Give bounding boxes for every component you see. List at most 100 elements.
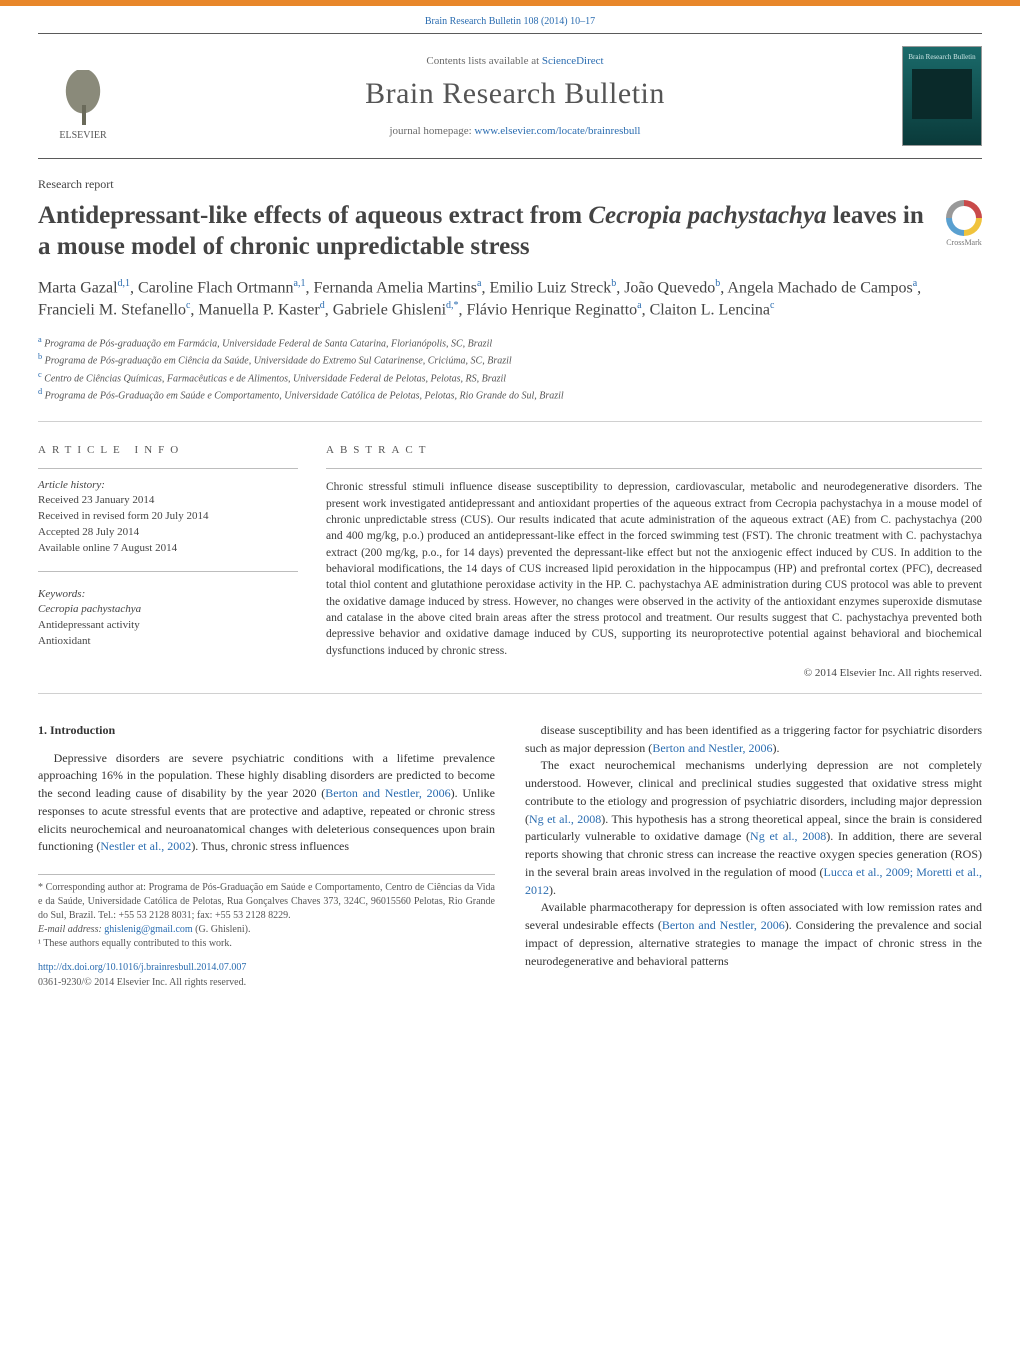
author-name: Emilio Luiz Streck (489, 279, 611, 296)
affiliation-line: b Programa de Pós-graduação em Ciência d… (38, 351, 982, 368)
journal-homepage-line: journal homepage: www.elsevier.com/locat… (146, 125, 884, 137)
keywords-list: Cecropia pachystachyaAntidepressant acti… (38, 602, 298, 650)
author-affiliation-marker: a (913, 278, 917, 289)
footnotes-block: * Corresponding author at: Programa de P… (38, 874, 495, 951)
article-info-block: article info Article history: Received 2… (38, 444, 298, 650)
author-affiliation-marker: b (715, 278, 720, 289)
author-name: Flávio Henrique Reginatto (467, 302, 638, 319)
keywords-label: Keywords: (38, 588, 298, 600)
doi-link[interactable]: http://dx.doi.org/10.1016/j.brainresbull… (38, 962, 246, 973)
citation-link[interactable]: Berton and Nestler, 2006 (325, 786, 450, 800)
received-date: Received 23 January 2014 (38, 493, 298, 509)
author-affiliation-marker: c (770, 300, 774, 311)
author-email-link[interactable]: ghislenig@gmail.com (104, 924, 192, 935)
publisher-logo: ELSEVIER (38, 51, 128, 141)
section-heading: 1. Introduction (38, 722, 495, 740)
history-label: Article history: (38, 479, 298, 491)
author-affiliation-marker: d,* (446, 300, 459, 311)
abstract-copyright: © 2014 Elsevier Inc. All rights reserved… (326, 667, 982, 679)
crossmark-icon (946, 200, 982, 236)
author-affiliation-marker: d (320, 300, 325, 311)
affiliation-line: a Programa de Pós-graduação em Farmácia,… (38, 334, 982, 351)
author-affiliation-marker: a (637, 300, 641, 311)
article-title: Antidepressant-like effects of aqueous e… (38, 200, 932, 263)
sciencedirect-prefix: Contents lists available at (426, 55, 541, 67)
affiliation-line: d Programa de Pós-Graduação em Saúde e C… (38, 386, 982, 403)
author-affiliation-marker: b (611, 278, 616, 289)
keyword-item: Antidepressant activity (38, 618, 298, 634)
article-info-heading: article info (38, 444, 298, 456)
author-name: Marta Gazal (38, 279, 118, 296)
title-species: Cecropia pachystachya (588, 202, 826, 229)
body-paragraph: Depressive disorders are severe psychiat… (38, 750, 495, 857)
email-label: E-mail address: (38, 924, 104, 935)
citation-link[interactable]: Nestler et al., 2002 (100, 839, 191, 853)
affiliations-list: a Programa de Pós-graduação em Farmácia,… (38, 334, 982, 403)
author-name: Angela Machado de Campos (727, 279, 912, 296)
email-suffix: (G. Ghisleni). (193, 924, 251, 935)
author-name: Manuella P. Kaster (198, 302, 319, 319)
journal-name: Brain Research Bulletin (146, 77, 884, 111)
body-paragraph: The exact neurochemical mechanisms under… (525, 757, 982, 899)
citation-link[interactable]: Ng et al., 2008 (529, 812, 601, 826)
issn-copyright-line: 0361-9230/© 2014 Elsevier Inc. All right… (38, 976, 495, 991)
citation-link[interactable]: Berton and Nestler, 2006 (662, 918, 785, 932)
keyword-item: Antioxidant (38, 634, 298, 650)
article-content: Research report Antidepressant-like effe… (0, 159, 1020, 1013)
citation-link[interactable]: Ng et al., 2008 (750, 829, 826, 843)
title-prefix: Antidepressant-like effects of aqueous e… (38, 202, 588, 229)
cover-title: Brain Research Bulletin (908, 53, 975, 61)
rule (38, 571, 298, 572)
journal-homepage-link[interactable]: www.elsevier.com/locate/brainresbull (474, 125, 640, 137)
keyword-item: Cecropia pachystachya (38, 602, 298, 618)
author-name: João Quevedo (624, 279, 715, 296)
running-header: Brain Research Bulletin 108 (2014) 10–17 (0, 6, 1020, 33)
history-dates: Received 23 January 2014 Received in rev… (38, 493, 298, 557)
author-name: Fernanda Amelia Martins (313, 279, 477, 296)
section-title: Introduction (50, 723, 115, 737)
authors-list: Marta Gazald,1, Caroline Flach Ortmanna,… (38, 277, 982, 322)
title-row: Antidepressant-like effects of aqueous e… (38, 200, 982, 263)
author-affiliation-marker: a (477, 278, 481, 289)
revised-date: Received in revised form 20 July 2014 (38, 509, 298, 525)
citation-link[interactable]: Berton and Nestler, 2006 (652, 741, 772, 755)
info-abstract-row: article info Article history: Received 2… (38, 444, 982, 679)
body-columns: 1. Introduction Depressive disorders are… (38, 722, 982, 991)
journal-meta-center: Contents lists available at ScienceDirec… (146, 55, 884, 137)
accepted-date: Accepted 28 July 2014 (38, 525, 298, 541)
citation-link[interactable]: Lucca et al., 2009; Moretti et al., 2012 (525, 865, 982, 897)
crossmark-badge[interactable]: CrossMark (946, 200, 982, 247)
body-paragraph: Available pharmacotherapy for depression… (525, 899, 982, 970)
divider (38, 421, 982, 422)
divider (38, 693, 982, 694)
email-line: E-mail address: ghislenig@gmail.com (G. … (38, 923, 495, 937)
crossmark-label: CrossMark (946, 238, 982, 247)
author-name: Francieli M. Stefanello (38, 302, 186, 319)
abstract-block: abstract Chronic stressful stimuli influ… (326, 444, 982, 679)
journal-meta-block: ELSEVIER Contents lists available at Sci… (0, 34, 1020, 158)
author-affiliation-marker: d,1 (118, 278, 131, 289)
cover-image-icon (912, 69, 972, 119)
left-column: 1. Introduction Depressive disorders are… (38, 722, 495, 991)
running-header-link[interactable]: Brain Research Bulletin 108 (2014) 10–17 (425, 16, 595, 27)
affiliation-line: c Centro de Ciências Químicas, Farmacêut… (38, 369, 982, 386)
author-affiliation-marker: c (186, 300, 190, 311)
author-name: Gabriele Ghisleni (333, 302, 446, 319)
author-name: Claiton L. Lencina (650, 302, 770, 319)
doi-block: http://dx.doi.org/10.1016/j.brainresbull… (38, 961, 495, 991)
online-date: Available online 7 August 2014 (38, 541, 298, 557)
equal-contribution-note: ¹ These authors equally contributed to t… (38, 937, 495, 951)
sciencedirect-link[interactable]: ScienceDirect (542, 55, 604, 67)
rule (326, 468, 982, 469)
author-affiliation-marker: a,1 (294, 278, 306, 289)
abstract-text: Chronic stressful stimuli influence dise… (326, 479, 982, 659)
homepage-prefix: journal homepage: (390, 125, 475, 137)
abstract-heading: abstract (326, 444, 982, 456)
body-paragraph: disease susceptibility and has been iden… (525, 722, 982, 758)
right-column: disease susceptibility and has been iden… (525, 722, 982, 991)
journal-cover-thumbnail: Brain Research Bulletin (902, 46, 982, 146)
report-type-label: Research report (38, 177, 982, 192)
author-name: Caroline Flach Ortmann (138, 279, 294, 296)
sciencedirect-line: Contents lists available at ScienceDirec… (146, 55, 884, 67)
elsevier-tree-icon (53, 70, 113, 130)
